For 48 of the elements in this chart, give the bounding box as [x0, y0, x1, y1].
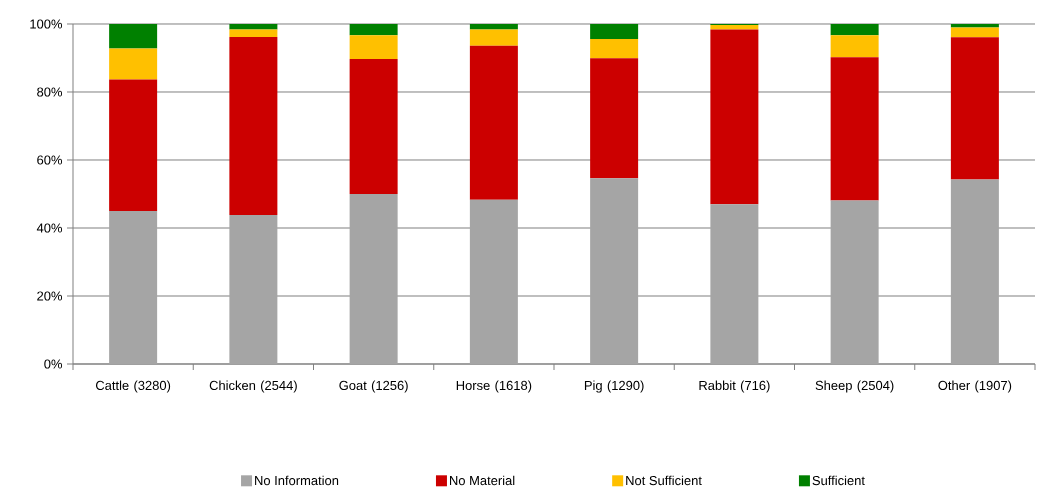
bar [349, 24, 398, 36]
bar [590, 38, 639, 59]
x-tick-label: Chicken (2544) [209, 380, 297, 393]
bar [830, 200, 879, 364]
y-tick-label: 0% [44, 359, 63, 369]
bar [349, 194, 398, 364]
bar [710, 29, 759, 205]
bar [469, 45, 518, 200]
bar [590, 24, 639, 39]
bar [109, 211, 158, 364]
bar [830, 35, 879, 58]
bar [469, 24, 518, 30]
bar [109, 79, 158, 211]
bar [830, 57, 879, 201]
legend-label: No Information [255, 475, 339, 486]
y-tick-label: 100% [30, 19, 63, 29]
bar [349, 35, 398, 60]
bar [229, 29, 278, 37]
bar [229, 36, 278, 216]
bar [590, 58, 639, 179]
x-tick-label: Pig (1290) [584, 380, 644, 393]
x-tick-label: Goat (1256) [339, 380, 408, 393]
x-tick-label: Rabbit (716) [699, 380, 770, 393]
legend-label: No Material [450, 475, 515, 486]
x-tick-label: Other (1907) [938, 380, 1012, 393]
bar [109, 48, 158, 80]
bar [469, 199, 518, 364]
bar [349, 59, 398, 194]
y-tick-label: 20% [37, 291, 63, 301]
bar [109, 24, 158, 49]
x-tick-label: Horse (1618) [456, 380, 532, 393]
y-tick-label: 80% [37, 87, 63, 97]
legend-label: Not Sufficient [626, 475, 702, 486]
bar [590, 178, 639, 364]
bar [229, 215, 278, 364]
legend-label: Sufficient [812, 475, 865, 486]
bar [710, 204, 759, 364]
x-tick-label: Cattle (3280) [95, 380, 171, 393]
x-tick-label: Sheep (2504) [815, 380, 894, 393]
bar [950, 179, 999, 364]
bar [830, 24, 879, 36]
bar [469, 29, 518, 46]
bar [950, 37, 999, 180]
y-tick-label: 40% [36, 223, 63, 233]
bar [710, 25, 759, 30]
bar [229, 24, 278, 30]
y-tick-label: 60% [37, 155, 63, 165]
bar [950, 27, 999, 38]
